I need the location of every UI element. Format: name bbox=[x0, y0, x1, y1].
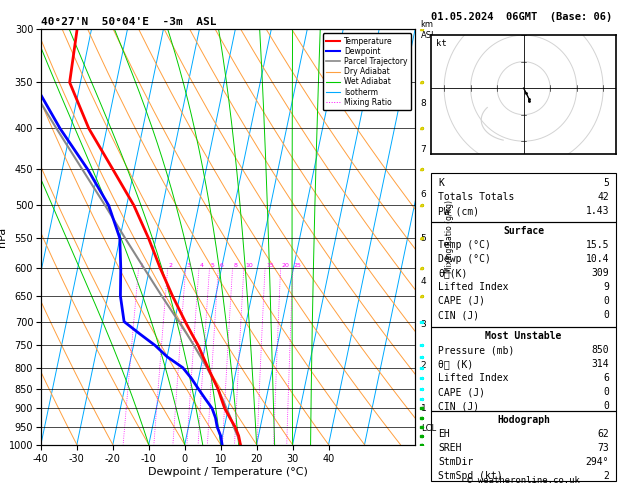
Text: 2: 2 bbox=[603, 471, 609, 481]
Text: 15.5: 15.5 bbox=[586, 240, 609, 250]
Text: 4: 4 bbox=[421, 277, 426, 286]
Text: 6: 6 bbox=[421, 190, 426, 199]
Text: 5: 5 bbox=[421, 234, 426, 243]
Text: Lifted Index: Lifted Index bbox=[438, 282, 509, 292]
Text: 3: 3 bbox=[187, 263, 191, 268]
Text: 5: 5 bbox=[603, 178, 609, 188]
Bar bbox=[431, 327, 616, 411]
Text: θᴄ (K): θᴄ (K) bbox=[438, 359, 474, 369]
Text: Lifted Index: Lifted Index bbox=[438, 373, 509, 383]
Text: θᴄ(K): θᴄ(K) bbox=[438, 268, 468, 278]
Legend: Temperature, Dewpoint, Parcel Trajectory, Dry Adiabat, Wet Adiabat, Isotherm, Mi: Temperature, Dewpoint, Parcel Trajectory… bbox=[323, 33, 411, 110]
Text: CAPE (J): CAPE (J) bbox=[438, 387, 486, 397]
Text: 7: 7 bbox=[421, 145, 426, 154]
Text: 6: 6 bbox=[603, 373, 609, 383]
Text: 1.43: 1.43 bbox=[586, 206, 609, 216]
Text: © weatheronline.co.uk: © weatheronline.co.uk bbox=[467, 476, 580, 485]
Text: 5: 5 bbox=[211, 263, 214, 268]
Text: 10.4: 10.4 bbox=[586, 254, 609, 264]
Text: SREH: SREH bbox=[438, 443, 462, 453]
Text: 3: 3 bbox=[421, 320, 426, 329]
Text: 15: 15 bbox=[266, 263, 274, 268]
Text: 9: 9 bbox=[603, 282, 609, 292]
Text: K: K bbox=[438, 178, 444, 188]
Text: 10: 10 bbox=[245, 263, 253, 268]
Text: km: km bbox=[421, 20, 434, 29]
Text: 0: 0 bbox=[603, 401, 609, 411]
Text: 2: 2 bbox=[421, 361, 426, 370]
Text: PW (cm): PW (cm) bbox=[438, 206, 479, 216]
Text: 309: 309 bbox=[591, 268, 609, 278]
Text: StmDir: StmDir bbox=[438, 457, 474, 468]
Text: 8: 8 bbox=[421, 99, 426, 108]
Text: CIN (J): CIN (J) bbox=[438, 310, 479, 320]
Text: ASL: ASL bbox=[421, 31, 437, 40]
X-axis label: Dewpoint / Temperature (°C): Dewpoint / Temperature (°C) bbox=[148, 467, 308, 477]
Text: 25: 25 bbox=[294, 263, 302, 268]
Text: Dewp (°C): Dewp (°C) bbox=[438, 254, 491, 264]
Y-axis label: hPa: hPa bbox=[0, 227, 8, 247]
Text: 8: 8 bbox=[233, 263, 238, 268]
Text: CIN (J): CIN (J) bbox=[438, 401, 479, 411]
Text: 314: 314 bbox=[591, 359, 609, 369]
Text: Totals Totals: Totals Totals bbox=[438, 192, 515, 202]
Text: 62: 62 bbox=[598, 429, 609, 439]
Text: Most Unstable: Most Unstable bbox=[486, 331, 562, 341]
Text: 73: 73 bbox=[598, 443, 609, 453]
Bar bbox=[431, 173, 616, 222]
Text: Mixing Ratio (g/kg): Mixing Ratio (g/kg) bbox=[445, 200, 454, 274]
Text: 4: 4 bbox=[200, 263, 204, 268]
Text: 2: 2 bbox=[169, 263, 173, 268]
Text: Surface: Surface bbox=[503, 226, 544, 236]
Text: 6: 6 bbox=[220, 263, 223, 268]
Text: 0: 0 bbox=[603, 387, 609, 397]
Text: 1: 1 bbox=[140, 263, 143, 268]
Text: 40°27'N  50°04'E  -3m  ASL: 40°27'N 50°04'E -3m ASL bbox=[41, 17, 216, 27]
Text: Temp (°C): Temp (°C) bbox=[438, 240, 491, 250]
Text: 42: 42 bbox=[598, 192, 609, 202]
Text: 0: 0 bbox=[603, 296, 609, 306]
Text: 20: 20 bbox=[282, 263, 289, 268]
Text: EH: EH bbox=[438, 429, 450, 439]
Text: StmSpd (kt): StmSpd (kt) bbox=[438, 471, 503, 481]
Text: CAPE (J): CAPE (J) bbox=[438, 296, 486, 306]
Text: Hodograph: Hodograph bbox=[497, 415, 550, 425]
Text: 850: 850 bbox=[591, 345, 609, 355]
Bar bbox=[431, 411, 616, 481]
Text: 1: 1 bbox=[421, 404, 426, 413]
Text: Pressure (mb): Pressure (mb) bbox=[438, 345, 515, 355]
Text: LCL: LCL bbox=[421, 424, 436, 433]
Bar bbox=[431, 222, 616, 327]
Text: 01.05.2024  06GMT  (Base: 06): 01.05.2024 06GMT (Base: 06) bbox=[431, 12, 612, 22]
Text: kt: kt bbox=[437, 39, 447, 48]
Text: 0: 0 bbox=[603, 310, 609, 320]
Text: 294°: 294° bbox=[586, 457, 609, 468]
